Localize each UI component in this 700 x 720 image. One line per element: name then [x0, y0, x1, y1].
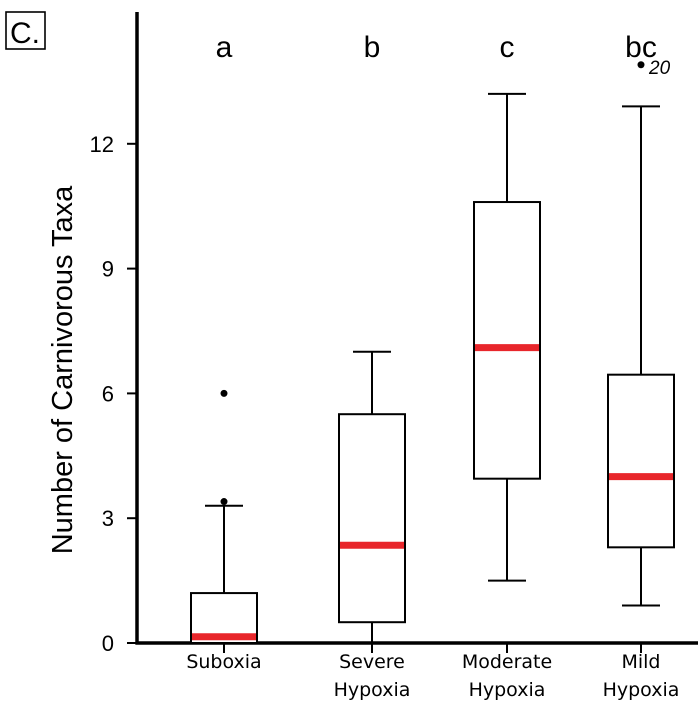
x-tick-label: Hypoxia [603, 679, 680, 701]
outlier-point [637, 61, 645, 69]
x-tick-label: Hypoxia [334, 679, 411, 701]
y-tick-label: 12 [90, 132, 114, 157]
significance-letter: bc [625, 31, 657, 64]
y-tick-label: 9 [102, 257, 114, 282]
panel-label: C. [5, 11, 46, 50]
y-tick-label: 0 [102, 631, 114, 656]
outlier-point [220, 498, 228, 506]
box-iqr [473, 201, 541, 480]
outlier-label: 20 [648, 58, 671, 79]
plot-area: 0 3 6 9 12 a Suboxia b Severe Hypoxia c Moderate Hyp… [90, 12, 698, 701]
y-tick-label: 3 [102, 506, 114, 531]
x-tick-label: Suboxia [186, 651, 261, 673]
y-axis-label: Number of Carnivorous Taxa [47, 185, 79, 554]
x-tick-label: Severe [339, 651, 405, 673]
x-tick-label: Mild [621, 651, 660, 673]
x-tick-label: Moderate [462, 651, 552, 673]
significance-letter: a [216, 31, 233, 64]
significance-letter: b [364, 31, 381, 64]
box-iqr [338, 413, 406, 624]
significance-letter: c [500, 31, 515, 64]
y-tick-label: 6 [102, 381, 114, 406]
panel-label-text: C. [10, 17, 40, 50]
outlier-point [220, 389, 228, 397]
x-tick-label: Hypoxia [469, 679, 546, 701]
box-iqr [607, 373, 675, 549]
